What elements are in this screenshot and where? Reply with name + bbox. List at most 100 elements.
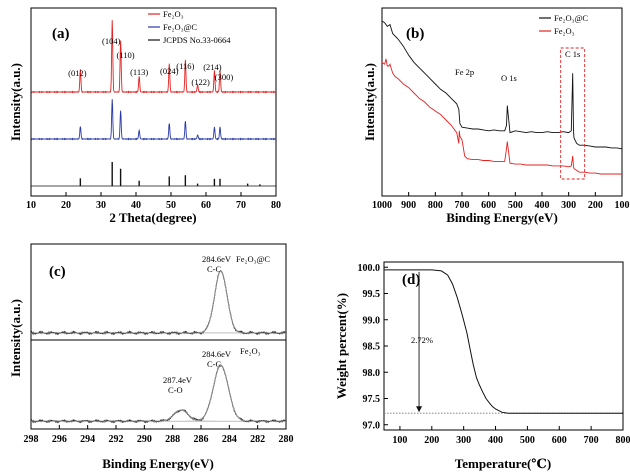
peak-label-1: (104) <box>102 36 121 46</box>
peak-label-2: (110) <box>117 50 135 60</box>
o1s-label: O 1s <box>501 73 517 83</box>
panel-a-x-ticks: 10 20 30 40 50 60 70 80 <box>26 192 281 211</box>
c-xtick-label-7: 284 <box>222 434 237 445</box>
b-xtick-label-8: 200 <box>588 200 603 211</box>
fe2o3-xps-survey-curve <box>381 58 622 175</box>
d-xtick-label-0: 100 <box>392 435 407 446</box>
a-xtick-label-0: 10 <box>26 200 36 211</box>
tga-curve <box>384 269 623 414</box>
bottom-peak-bond: C-C <box>207 359 222 369</box>
panel-d-label: (d) <box>402 272 420 288</box>
panel-c: (c) Fe₂O₃@C Fe₂O₃ 284.6eV C-C 284.6eV C-… <box>8 243 294 471</box>
c-xtick-label-8: 282 <box>250 434 265 445</box>
c-xtick-label-1: 296 <box>52 434 67 445</box>
c-raw-curve-1 <box>30 364 286 424</box>
peak-label-0: (012) <box>68 68 87 78</box>
a-xtick-label-6: 70 <box>236 200 246 211</box>
legend-fe2o3c-label: Fe₂O₃@C <box>163 22 197 32</box>
b-xtick-label-1: 900 <box>401 200 416 211</box>
legend-fe2o3c-label: Fe₂O₃@C <box>554 13 588 23</box>
c-fit-curve-0 <box>31 270 286 334</box>
peak-label-6: (122) <box>191 77 210 87</box>
fe2o3-xrd-curve <box>30 20 277 94</box>
b-xtick-label-2: 800 <box>428 200 443 211</box>
peak-labels: (012) (104) (110) (113) (024)(116) (122) (214)… <box>68 36 233 87</box>
d-xtick-label-3: 400 <box>488 435 503 446</box>
a-xtick-label-7: 80 <box>271 200 281 211</box>
b-xtick-label-4: 600 <box>481 200 496 211</box>
c-xtick-label-2: 294 <box>80 434 95 445</box>
weight-loss-label: 2.72% <box>411 335 433 345</box>
peak-label-3: (113) <box>130 67 148 77</box>
a-xtick-label-1: 20 <box>61 200 71 211</box>
panel-c-xlabel: Binding Energy(eV) <box>102 456 214 471</box>
fe2o3c-xps-survey-curve <box>381 20 623 150</box>
panel-c-curves <box>30 269 286 424</box>
c-xtick-label-6: 286 <box>194 434 209 445</box>
panel-d: (d) 2.72% 100 200 300 400 500 600 700 800 97.09… <box>334 261 630 471</box>
legend-fe2o3-label: Fe₂O₃ <box>163 9 184 19</box>
d-xtick-label-4: 500 <box>520 435 535 446</box>
peak-label-4: (024) <box>160 66 179 76</box>
d-ytick-label-0: 97.0 <box>363 420 381 431</box>
c1s-label: C 1s <box>565 49 580 59</box>
d-ytick-label-6: 100.0 <box>358 263 381 274</box>
panel-b-xlabel: Binding Energy(eV) <box>446 210 558 225</box>
d-xtick-label-1: 200 <box>424 435 439 446</box>
panel-a: (a) Fe₂O₃ Fe₂O₃@C JCPDS No.33-0664 (012)… <box>8 7 281 225</box>
a-xtick-label-3: 40 <box>131 200 141 211</box>
d-ytick-label-4: 99.0 <box>363 315 381 326</box>
panel-c-ylabel: Intensity(a.u.) <box>8 299 23 377</box>
panel-d-xlabel: Temperature(℃) <box>455 456 551 471</box>
c-fit-curve-1 <box>31 364 286 422</box>
panel-b-frame <box>381 7 623 197</box>
weight-loss-arrow <box>416 271 423 413</box>
d-ytick-label-5: 99.5 <box>363 289 381 300</box>
panel-b-ylabel: Intensity(a.u.) <box>362 63 377 141</box>
co-peak-bond: C-O <box>168 385 183 395</box>
b-xtick-label-3: 700 <box>455 200 470 211</box>
d-ytick-label-1: 97.5 <box>363 394 381 405</box>
a-xtick-label-4: 50 <box>166 200 176 211</box>
b-xtick-label-7: 300 <box>561 200 576 211</box>
c-component-1-1 <box>145 409 216 422</box>
panel-c-bottom-legend: Fe₂O₃ <box>240 346 261 356</box>
panel-d-ylabel: Weight percent(%) <box>334 293 349 399</box>
a-xtick-label-2: 30 <box>96 200 106 211</box>
c-component-0-0 <box>185 270 256 334</box>
panel-c-x-ticks: 298 296 294 292 290 288 286 284 282 280 <box>24 425 294 445</box>
panel-c-frame <box>30 243 287 430</box>
c-raw-curve-0 <box>30 269 286 336</box>
jcpds-sticks <box>31 162 276 187</box>
panel-b-legend: Fe₂O₃@C Fe₂O₃ <box>539 13 588 36</box>
panel-b: (b) Fe₂O₃@C Fe₂O₃ Fe 2p O 1s C 1s 1000 90… <box>362 7 630 225</box>
d-ytick-label-3: 98.5 <box>363 342 381 353</box>
c-xtick-label-5: 288 <box>165 434 180 445</box>
d-xtick-label-7: 800 <box>616 435 630 446</box>
legend-jcpds-label: JCPDS No.33-0664 <box>163 35 231 45</box>
c-xtick-label-9: 280 <box>279 434 294 445</box>
d-xtick-label-6: 700 <box>584 435 599 446</box>
panel-d-x-ticks: 100 200 300 400 500 600 700 800 <box>392 426 630 446</box>
peak-label-7: (214) <box>203 62 222 72</box>
b-xtick-label-6: 400 <box>535 200 550 211</box>
top-peak-bond: C-C <box>207 264 222 274</box>
c-xtick-label-3: 292 <box>109 434 124 445</box>
fe2p-label: Fe 2p <box>455 67 474 77</box>
panel-b-x-ticks: 1000 900 800 700 600 500 400 300 200 100 <box>372 192 630 211</box>
c-component-1-0 <box>185 364 256 422</box>
panel-a-xlabel: 2 Theta(degree) <box>109 210 196 225</box>
d-xtick-label-5: 600 <box>552 435 567 446</box>
c1s-highlight-box <box>560 47 586 180</box>
b-xtick-label-5: 500 <box>508 200 523 211</box>
legend-fe2o3-label: Fe₂O₃ <box>554 26 575 36</box>
co-peak-energy: 287.4eV <box>163 375 193 385</box>
peak-label-8: (300) <box>215 72 234 82</box>
d-ytick-label-2: 98.0 <box>363 368 381 379</box>
c-xtick-label-0: 298 <box>24 434 39 445</box>
panel-c-label: (c) <box>49 264 66 280</box>
c-xtick-label-4: 290 <box>137 434 152 445</box>
b-xtick-label-9: 100 <box>615 200 630 211</box>
peak-label-5: (116) <box>176 61 194 71</box>
